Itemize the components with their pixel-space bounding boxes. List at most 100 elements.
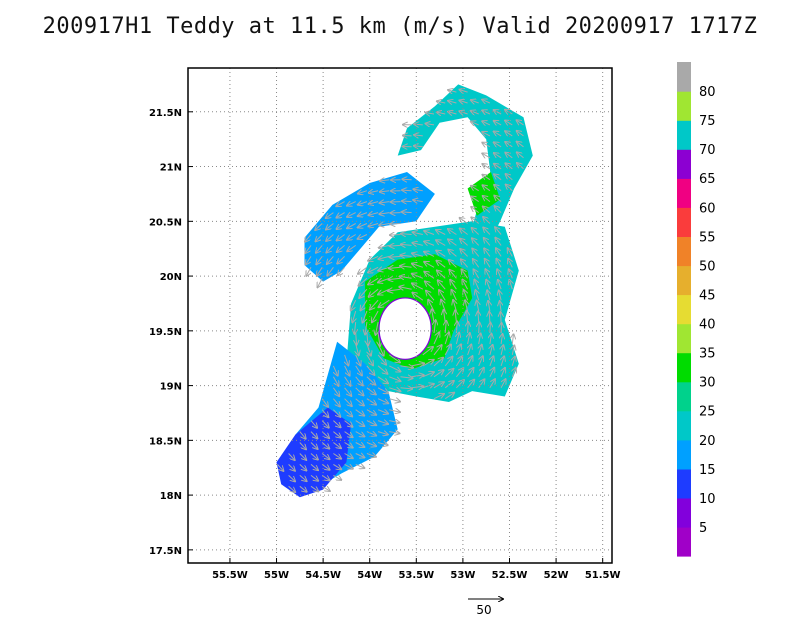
wind-vector [366, 432, 376, 436]
wind-vector [471, 207, 480, 213]
wind-vector [377, 398, 388, 404]
colorbar-swatch [677, 149, 691, 179]
wind-vector [413, 200, 423, 202]
wind-vector [333, 398, 340, 407]
wind-vector [358, 202, 368, 205]
wind-vector [445, 332, 449, 345]
wind-vector [489, 312, 490, 323]
wind-vector [370, 299, 379, 309]
wind-vector [344, 420, 353, 427]
colorbar-label: 5 [699, 521, 707, 536]
wind-vector [455, 311, 456, 323]
wind-vector [455, 344, 461, 356]
wind-vector [494, 142, 502, 147]
wind-vector [376, 321, 379, 335]
wind-vector [471, 100, 479, 103]
wind-vector [452, 290, 457, 301]
wind-vector [355, 431, 365, 437]
wind-vector [288, 464, 295, 470]
colorbar-label: 30 [699, 376, 716, 391]
wind-vector [496, 248, 502, 257]
wind-vector [444, 345, 451, 356]
wind-vector [355, 387, 364, 396]
x-tick-label: 52.5W [492, 570, 528, 581]
colorbar-label: 10 [699, 492, 716, 507]
wind-vector [390, 245, 401, 246]
wind-vector [445, 321, 446, 334]
wind-vector [299, 475, 307, 481]
wind-vector [411, 363, 425, 366]
y-tick-label: 21N [160, 163, 182, 174]
x-tick-label: 55.5W [212, 570, 248, 581]
wind-vector [498, 280, 501, 290]
wind-vector [333, 409, 340, 417]
y-tick-label: 20.5N [149, 217, 182, 228]
wind-vector [484, 248, 491, 257]
wind-vector [414, 146, 423, 147]
colorbar-swatch [677, 410, 691, 441]
wind-vector [336, 202, 345, 207]
wind-vector [495, 227, 502, 235]
wind-vector [355, 376, 363, 386]
colorbar-swatch [677, 178, 691, 208]
wind-vector [400, 276, 412, 278]
wind-vector [389, 421, 399, 423]
wind-vector [305, 245, 312, 253]
wind-vector [517, 131, 524, 137]
wind-vector [485, 269, 491, 279]
wind-vector [344, 453, 353, 459]
wind-vector [468, 345, 472, 356]
wind-vector [464, 290, 468, 301]
wind-vector [436, 261, 446, 268]
wind-vector [380, 180, 390, 181]
wind-vector [316, 245, 323, 252]
x-tick-label: 55W [264, 570, 289, 581]
wind-vector [517, 152, 524, 159]
wind-vector [478, 311, 479, 323]
wind-vector [414, 124, 423, 125]
region-northeast-green [467, 172, 501, 216]
wind-vector [317, 267, 323, 276]
wind-vector [490, 323, 491, 334]
wind-vector [377, 421, 388, 424]
wind-vector [306, 267, 312, 276]
wind-vector [333, 431, 341, 438]
wind-vector [368, 224, 379, 227]
wind-vector [413, 232, 423, 234]
wind-vector [366, 365, 375, 375]
wind-vector [321, 486, 330, 491]
wind-vector [288, 453, 295, 461]
wind-vector [318, 278, 323, 287]
wind-vector [501, 334, 502, 345]
wind-vector [468, 333, 470, 345]
wind-vector [425, 281, 435, 290]
wind-vector [460, 228, 468, 235]
wind-vector [363, 310, 368, 322]
wind-vector [497, 269, 501, 279]
wind-vector [482, 132, 491, 136]
wind-vector [494, 153, 502, 158]
wind-vector [332, 376, 338, 386]
wind-vector [299, 431, 306, 439]
wind-vector [413, 189, 423, 191]
wind-vector [315, 223, 323, 231]
wind-vector [448, 112, 457, 114]
wind-vector [400, 266, 412, 267]
wind-vector [505, 142, 513, 148]
wind-vector [369, 213, 379, 216]
wind-vector [379, 224, 390, 226]
wind-vector [483, 217, 491, 224]
colorbar: 5 10 15 20 25 30 35 40 45 50 55 60 65 70 75 80 [677, 62, 716, 557]
wind-vector [501, 379, 506, 389]
wind-vector [499, 291, 501, 301]
wind-vector [338, 266, 345, 275]
wind-vector [512, 368, 515, 377]
x-tick-label: 53W [450, 570, 475, 581]
wind-vector [483, 185, 491, 192]
wind-vector [517, 163, 524, 170]
wind-vector [321, 463, 329, 469]
wind-vector [379, 213, 390, 215]
wind-vector [505, 131, 513, 136]
wind-vector [344, 464, 353, 468]
wind-vector [361, 299, 368, 310]
